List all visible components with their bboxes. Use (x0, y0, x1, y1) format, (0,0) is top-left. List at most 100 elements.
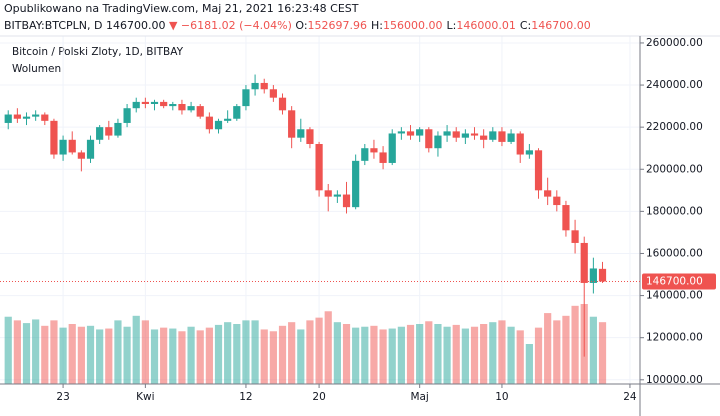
candle-body (141, 101, 149, 104)
candle-body (489, 131, 497, 140)
volume-bar (269, 331, 277, 384)
candle-body (278, 97, 287, 111)
candle-body (242, 89, 250, 107)
volume-bar (196, 330, 204, 384)
candle-body (178, 104, 186, 111)
candle-body (406, 131, 415, 136)
y-tick-label: 180000.00 (646, 205, 703, 217)
volume-bar (598, 322, 607, 384)
x-tick-label: Maj (410, 391, 428, 403)
ohlc-key: L: (446, 19, 457, 32)
candle-body (370, 148, 378, 153)
volume-bar (260, 329, 268, 384)
volume-bar (132, 315, 140, 384)
volume-bar (278, 325, 287, 384)
candle-body (297, 129, 305, 138)
y-tick-label: 200000.00 (646, 163, 703, 175)
volume-bar (470, 326, 479, 384)
volume-bar (379, 329, 387, 384)
candle-body (105, 127, 113, 136)
y-tick-label: 120000.00 (646, 332, 703, 344)
volume-bar (41, 325, 49, 384)
volume-bar (251, 320, 259, 384)
candle-body (77, 152, 85, 159)
candle-body (580, 242, 588, 283)
candle-body (205, 116, 213, 130)
candle-body (50, 120, 58, 155)
volume-bar (187, 326, 195, 384)
volume-bar (242, 320, 250, 384)
candle-body (68, 139, 76, 153)
ohlc-key: C: (519, 19, 532, 32)
volume-bar (333, 322, 341, 384)
volume-bar (534, 327, 543, 384)
candle-body (187, 106, 195, 111)
volume-bar (352, 327, 360, 384)
candle-body (288, 110, 296, 138)
volume-bar (562, 315, 570, 384)
candle-body (589, 268, 597, 283)
candle-body (224, 118, 232, 121)
ohlc: O:152697.96 H:156000.00 L:146000.01 C:14670… (295, 19, 594, 32)
volume-bar (150, 329, 159, 384)
header: Opublikowano na TradingView.com, Maj 21,… (4, 0, 720, 34)
candle-body (41, 114, 49, 121)
volume-bar (388, 328, 396, 384)
candle-body (4, 114, 12, 123)
symbol: BITBAY:BTCPLN, D (4, 19, 103, 32)
candle-body (397, 131, 405, 134)
volume-bar (160, 327, 168, 384)
volume-bar (141, 320, 149, 384)
ohlc-key: O: (295, 19, 308, 32)
candle-body (324, 190, 332, 197)
volume-bar (96, 329, 104, 384)
candle-body (32, 114, 40, 117)
ohlc-value: 152697.96 (307, 19, 368, 32)
volume-bar (297, 329, 305, 384)
candle-body (352, 160, 360, 208)
y-tick-label: 220000.00 (646, 121, 703, 133)
candle-body (251, 82, 259, 90)
candles (4, 74, 607, 357)
candle-body (498, 131, 506, 142)
volume-bar (288, 322, 296, 384)
volume-bar (224, 322, 232, 384)
volume (4, 304, 607, 384)
ohlc-key: H: (371, 19, 384, 32)
volume-bar (443, 326, 451, 384)
volume-bar (50, 320, 58, 384)
volume-bar (32, 319, 40, 384)
candle-body (525, 150, 533, 155)
candle-body (114, 122, 122, 136)
candle-body (269, 89, 277, 98)
published: Opublikowano na TradingView.com, Maj 21,… (4, 2, 359, 15)
volume-bar (59, 327, 67, 384)
x-tick-label: 20 (312, 391, 325, 403)
candle-body (123, 108, 131, 123)
volume-label: Wolumen (12, 63, 61, 75)
volume-bar (370, 325, 378, 384)
volume-bar (86, 325, 95, 384)
candle-body (260, 82, 268, 90)
candle-body (233, 106, 241, 119)
x-tick-label: 10 (495, 391, 508, 403)
candle-body (480, 135, 488, 140)
volume-bar (553, 320, 561, 384)
volume-bar (205, 327, 213, 384)
volume-bar (452, 324, 460, 384)
candle-body (443, 131, 451, 136)
candle-body (507, 133, 515, 142)
volume-bar (498, 320, 506, 384)
candle-body (470, 133, 479, 136)
candle-body (132, 101, 140, 109)
volume-bar (489, 322, 497, 384)
volume-bar (105, 328, 113, 384)
candle-body (196, 106, 204, 117)
candle-body (150, 101, 159, 104)
volume-bar (178, 331, 186, 384)
last-price-label: 146700.00 (646, 275, 703, 287)
volume-bar (425, 321, 433, 384)
y-tick-label: 260000.00 (646, 37, 703, 49)
